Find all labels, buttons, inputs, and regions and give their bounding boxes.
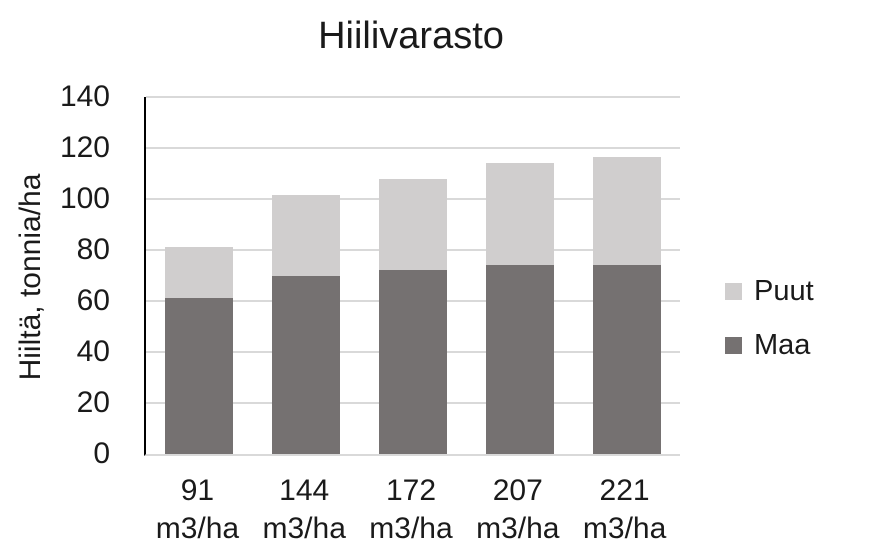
chart-title: Hiilivarasto [318, 15, 504, 57]
bar-segment-maa [592, 265, 661, 454]
legend-swatch-puut [725, 282, 742, 300]
bars-layer [146, 97, 680, 454]
bar-segment-maa [485, 265, 554, 454]
x-axis-tick-label: 172 m3/ha [358, 472, 465, 548]
x-axis-tick-label-line: m3/ha [369, 512, 453, 545]
bar-segment-puut [592, 156, 661, 266]
bar-stack [485, 163, 554, 454]
x-axis-tick-label-line: 207 [492, 474, 543, 507]
bar-segment-maa [272, 275, 341, 454]
x-axis-tick-label-line: 221 [599, 474, 650, 507]
y-axis-tick-label: 140 [59, 80, 110, 113]
bar-segment-maa [165, 298, 234, 454]
bar-segment-puut [485, 163, 554, 266]
gridline [146, 96, 680, 98]
bar-segment-puut [165, 247, 234, 299]
bar-segment-maa [379, 270, 447, 454]
x-axis-tick-label-line: 144 [279, 474, 330, 507]
y-axis-tick-label: 120 [59, 131, 110, 164]
y-axis-tick-label: 40 [76, 335, 110, 368]
bar-stack [165, 247, 234, 454]
legend-item-maa: Maa [725, 318, 814, 372]
gridline [146, 147, 680, 149]
y-axis-tick-label: 80 [76, 233, 110, 266]
y-axis-tick-label: 20 [76, 386, 110, 419]
bar-stack [379, 178, 447, 454]
x-axis-tick-label-line: m3/ha [155, 512, 240, 545]
legend-swatch-maa [725, 336, 742, 354]
bar-segment-puut [379, 178, 447, 271]
x-axis-tick-label: 91 m3/ha [144, 472, 251, 548]
y-axis-tick-label: 0 [93, 437, 110, 470]
plot-area [144, 96, 680, 456]
bar-stack [592, 156, 661, 454]
x-axis-tick-label-line: 172 [385, 474, 437, 507]
y-axis-tick-label: 60 [76, 284, 110, 317]
bar-stack [272, 195, 341, 454]
bar-segment-puut [272, 195, 341, 276]
x-axis-tick-label-line: 91 [180, 474, 215, 507]
legend: Puut Maa [725, 264, 814, 372]
y-axis-tick-label: 100 [59, 182, 110, 215]
x-axis-tick-label-line: m3/ha [582, 512, 667, 545]
legend-label-puut: Puut [754, 274, 814, 307]
legend-item-puut: Puut [725, 264, 814, 318]
x-axis-tick-label: 144 m3/ha [251, 472, 358, 548]
x-axis-tick-label-line: m3/ha [476, 512, 560, 545]
x-axis-tick-label: 221 m3/ha [571, 472, 678, 548]
legend-label-maa: Maa [754, 328, 811, 361]
x-axis-tick-label: 207 m3/ha [464, 472, 571, 548]
x-axis-tick-label-line: m3/ha [262, 512, 346, 545]
